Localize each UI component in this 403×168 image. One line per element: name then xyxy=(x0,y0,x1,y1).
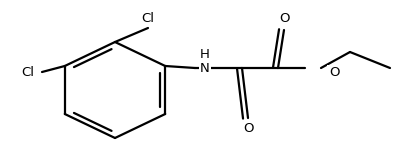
Text: O: O xyxy=(279,11,289,25)
Text: O: O xyxy=(329,67,339,79)
Text: Cl: Cl xyxy=(141,11,154,25)
Text: N: N xyxy=(200,61,210,74)
Text: Cl: Cl xyxy=(21,66,35,78)
Text: O: O xyxy=(243,121,253,135)
Text: H: H xyxy=(200,49,210,61)
